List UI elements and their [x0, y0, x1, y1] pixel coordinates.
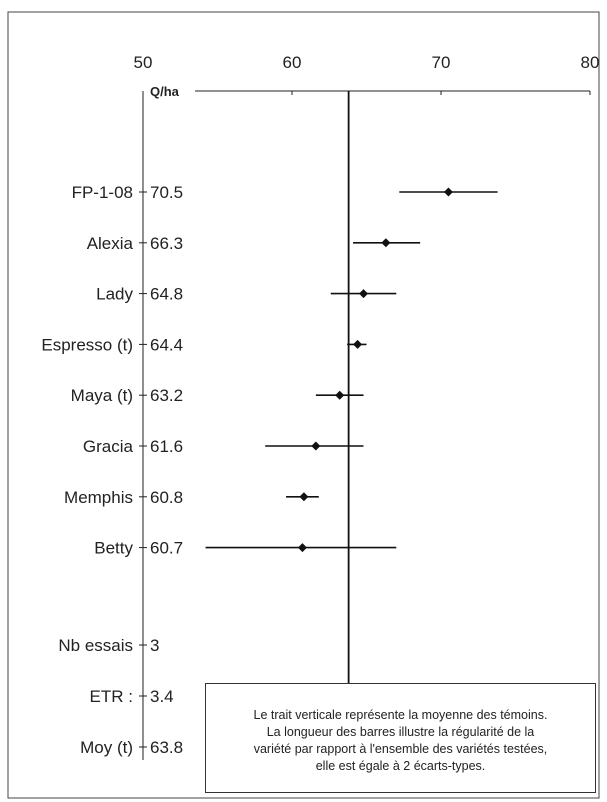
data-point-0	[444, 188, 453, 197]
item-name-5: Gracia	[83, 437, 134, 456]
x-tick-label-1: 60	[283, 53, 302, 72]
item-value-2: 64.8	[150, 285, 183, 304]
data-point-1	[381, 238, 390, 247]
item-name-2: Lady	[96, 285, 133, 304]
stat-value-1: 3.4	[150, 687, 174, 706]
item-name-0: FP-1-08	[72, 183, 133, 202]
data-point-4	[335, 391, 344, 400]
stat-value-2: 63.8	[150, 738, 183, 757]
data-point-5	[311, 442, 320, 451]
x-tick-label-3: 80	[581, 53, 600, 72]
item-name-3: Espresso (t)	[41, 335, 133, 354]
item-name-4: Maya (t)	[71, 386, 133, 405]
x-tick-label-2: 70	[432, 53, 451, 72]
item-value-6: 60.8	[150, 488, 183, 507]
note-line-1: Le trait verticale représente la moyenne…	[206, 707, 595, 724]
note-line-2: La longueur des barres illustre la régul…	[206, 724, 595, 741]
item-value-4: 63.2	[150, 386, 183, 405]
data-point-3	[353, 340, 362, 349]
x-tick-label-0: 50	[134, 53, 153, 72]
legend-note: Le trait verticale représente la moyenne…	[205, 683, 596, 793]
stat-value-0: 3	[150, 636, 159, 655]
unit-label: Q/ha	[150, 84, 180, 99]
data-point-7	[298, 543, 307, 552]
item-name-7: Betty	[94, 539, 133, 558]
data-point-6	[299, 492, 308, 501]
item-value-7: 60.7	[150, 539, 183, 558]
note-line-3: variété par rapport à l'ensemble des var…	[206, 741, 595, 758]
item-name-1: Alexia	[87, 234, 134, 253]
item-value-5: 61.6	[150, 437, 183, 456]
note-line-4: elle est égale à 2 écarts-types.	[206, 758, 595, 775]
stat-name-2: Moy (t)	[80, 738, 133, 757]
item-value-3: 64.4	[150, 335, 183, 354]
item-value-0: 70.5	[150, 183, 183, 202]
item-name-6: Memphis	[64, 488, 133, 507]
data-point-2	[359, 289, 368, 298]
stat-name-0: Nb essais	[58, 636, 133, 655]
stat-name-1: ETR :	[90, 687, 133, 706]
item-value-1: 66.3	[150, 234, 183, 253]
